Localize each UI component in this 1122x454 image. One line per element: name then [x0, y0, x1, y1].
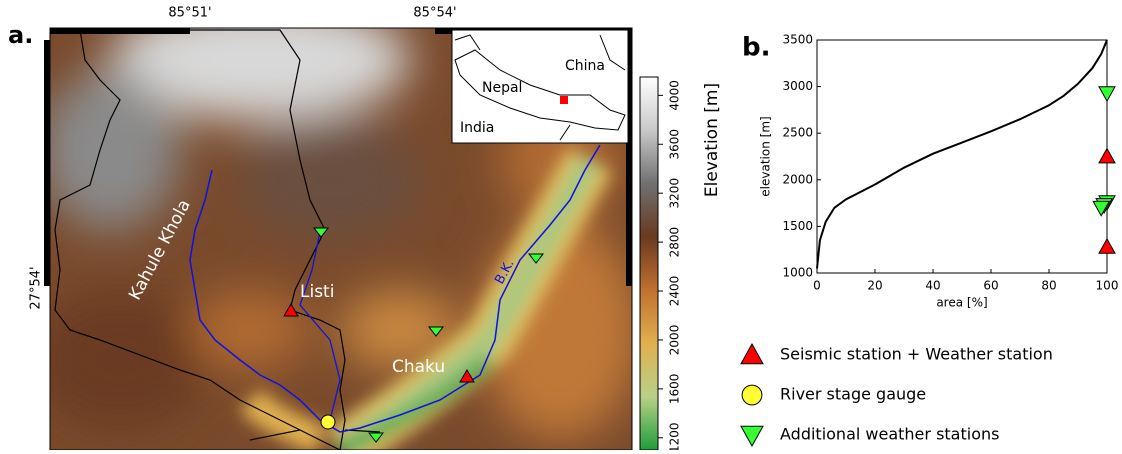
colorbar-bar — [640, 77, 658, 450]
station-marker — [1099, 239, 1115, 253]
legend-symbol — [742, 385, 762, 405]
inset-label: China — [565, 58, 605, 74]
legend-symbol — [741, 426, 763, 446]
colorbar-tick-label: 1200 — [668, 422, 682, 450]
x-tick-label: 100 — [1096, 279, 1119, 293]
figure: Kahule Khola Listi Chaku B.K. China Nepa… — [0, 0, 1122, 450]
x-tick-label: 20 — [867, 279, 882, 293]
legend-label: Additional weather stations — [780, 425, 999, 444]
inset-map: China Nepal India — [452, 30, 628, 143]
colorbar-tick-label: 2400 — [668, 276, 682, 307]
station-marker — [1099, 87, 1115, 101]
colorbar-tick-label: 3600 — [668, 129, 682, 160]
x-tick-label: 0 — [813, 279, 821, 293]
lon-label: 85°51' — [168, 6, 211, 21]
colorbar-tick-label: 1600 — [668, 374, 682, 405]
x-tick-label: 40 — [925, 279, 940, 293]
colorbar-tick-label: 2800 — [668, 227, 682, 258]
legend-label: River stage gauge — [780, 385, 926, 404]
colorbar-label: Elevation [m] — [702, 83, 722, 197]
colorbar-tick-label: 3200 — [668, 178, 682, 209]
place-label: Chaku — [392, 357, 445, 377]
place-label: Listi — [300, 282, 334, 302]
panel-label: a. — [8, 21, 33, 49]
station-marker — [1099, 149, 1115, 163]
y-tick-label: 3000 — [782, 79, 813, 93]
x-tick-label: 60 — [983, 279, 998, 293]
x-tick-label: 80 — [1041, 279, 1056, 293]
y-tick-label: 2500 — [782, 126, 813, 140]
lon-label: 85°54' — [413, 6, 456, 21]
panel-label: b. — [742, 33, 771, 63]
inset-label: Nepal — [482, 80, 522, 96]
colorbar-tick-label: 4000 — [668, 80, 682, 111]
y-tick-label: 3500 — [782, 33, 813, 47]
legend-symbol — [741, 344, 763, 364]
chart: b. 0 20 40 60 80 100 1000 1500 2000 2500 3000 3500 ar… — [741, 33, 1118, 447]
legend-label: Seismic station + Weather station — [780, 345, 1053, 364]
inset-label: India — [460, 120, 494, 136]
y-tick-label: 1000 — [782, 266, 813, 280]
lat-label: 27°54' — [29, 266, 44, 309]
x-axis-label: area [%] — [936, 296, 987, 310]
colorbar: 1200 1600 2000 2400 2800 3200 3600 4000 — [640, 77, 682, 450]
y-axis-label: elevation [m] — [759, 116, 773, 196]
plot-frame — [817, 40, 1107, 273]
y-tick-label: 1500 — [782, 219, 813, 233]
y-tick-label: 2000 — [782, 172, 813, 186]
hypsometric-curve — [817, 40, 1107, 268]
colorbar-tick-label: 2000 — [668, 325, 682, 356]
